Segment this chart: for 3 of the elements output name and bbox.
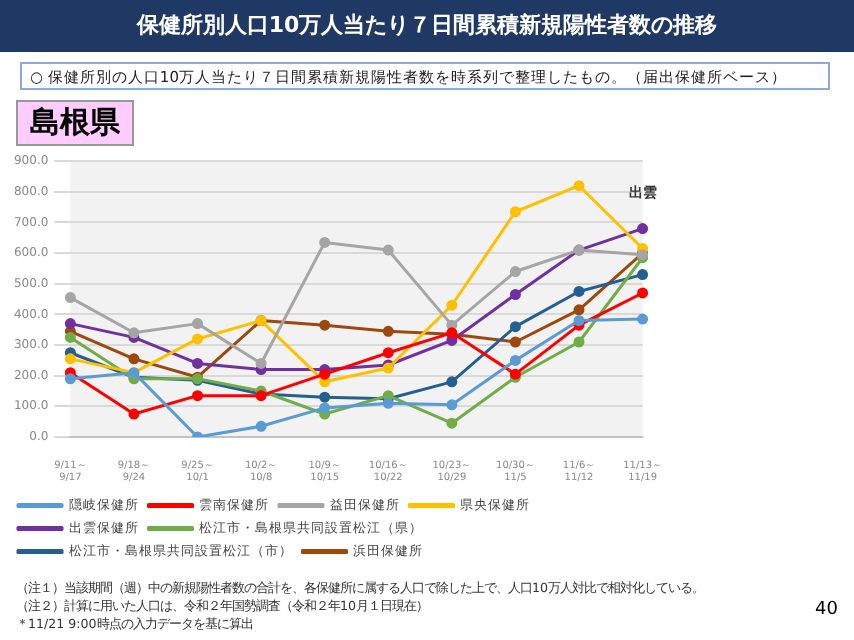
text: 島根県 [16,100,134,146]
chart-title: 保健所別人口10万人当たり７日間累積新規陽性者数の推移 [0,0,854,52]
text: 40 [815,600,838,620]
